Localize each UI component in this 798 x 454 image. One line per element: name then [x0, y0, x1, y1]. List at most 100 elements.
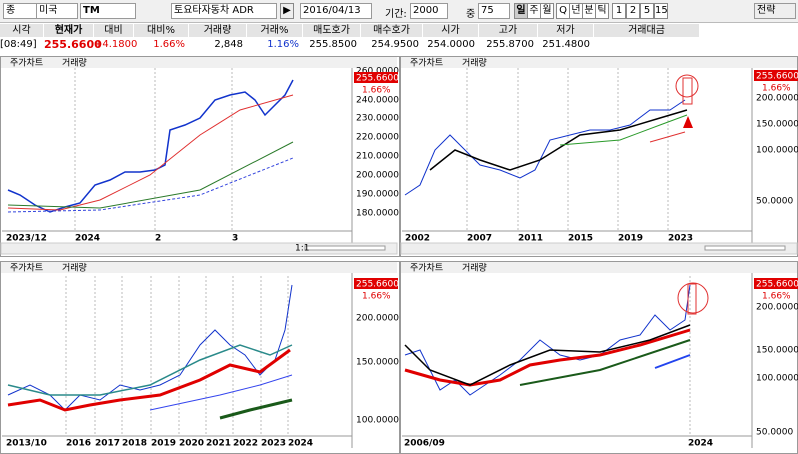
- quote-value: [08:49]: [0, 39, 37, 50]
- x-axis-label: 2: [155, 234, 161, 244]
- y-axis-label: 200.0000: [756, 94, 798, 104]
- period-button[interactable]: 15: [654, 3, 668, 19]
- symbol-input[interactable]: TM: [80, 3, 136, 19]
- y-axis-label: 100.0000: [356, 416, 399, 426]
- x-axis-label: 2018: [122, 439, 147, 449]
- tab-bar: [1, 57, 397, 68]
- period-button[interactable]: Q: [556, 3, 570, 19]
- price-box: [754, 278, 798, 289]
- period-button[interactable]: 틱: [595, 3, 609, 19]
- price-box: [354, 278, 398, 289]
- strategy-button[interactable]: 전략: [754, 3, 796, 19]
- y-axis-label: 150.0000: [756, 120, 798, 130]
- quote-header: 거래량: [189, 24, 247, 37]
- tab-bar: [401, 57, 797, 68]
- x-axis-label: 2024: [288, 439, 313, 449]
- quote-header: 매수호가: [361, 24, 423, 37]
- change-label: 1.66%: [762, 292, 791, 302]
- change-label: 1.66%: [762, 84, 791, 94]
- quote-header: 대비%: [134, 24, 189, 37]
- quote-value: 255.6600: [44, 38, 102, 51]
- y-axis-label: 260.0000: [356, 67, 399, 77]
- quote-header: 시가: [423, 24, 479, 37]
- x-axis-label: 2019: [151, 439, 176, 449]
- scrollbar: [304, 245, 386, 251]
- market-select[interactable]: 미국: [36, 3, 78, 19]
- y-axis-label: 100.0000: [756, 146, 798, 156]
- tab: 주가차트: [10, 262, 43, 274]
- x-axis-label: 2002: [405, 234, 430, 244]
- x-axis-label: 2023: [668, 234, 693, 244]
- y-axis-label: 100.0000: [756, 374, 798, 384]
- x-axis-label: 2007: [467, 234, 492, 244]
- tab-bar: [1, 262, 397, 273]
- x-axis-label: 2023/12: [6, 234, 47, 244]
- quote-header: 저가: [538, 24, 594, 37]
- price-label: 255.6600: [356, 74, 399, 84]
- price-box: [354, 72, 398, 83]
- period-button[interactable]: 5: [640, 3, 654, 19]
- tab: 거래량: [462, 57, 487, 69]
- quote-value: +4.1800: [94, 39, 138, 50]
- quote-header: 거래%: [247, 24, 303, 37]
- x-axis-label: 2016: [66, 439, 91, 449]
- price-box: [754, 70, 798, 81]
- zoom-label: 1:1: [295, 244, 309, 254]
- y-axis-label: 240.0000: [356, 96, 399, 106]
- period-button[interactable]: 2: [626, 3, 640, 19]
- x-axis-label: 3: [232, 234, 238, 244]
- quote-value: 255.8700: [486, 39, 534, 50]
- tab: 주가차트: [10, 57, 43, 69]
- tab: 거래량: [62, 57, 87, 69]
- y-axis-label: 200.0000: [356, 314, 399, 324]
- x-axis-label: 2024: [75, 234, 100, 244]
- y-axis-label: 150.0000: [756, 346, 798, 356]
- quote-value: 251.4800: [542, 39, 590, 50]
- x-axis-label: 2020: [179, 439, 204, 449]
- x-axis-label: 2011: [518, 234, 543, 244]
- mid-input[interactable]: 75: [478, 3, 510, 19]
- x-axis-label: 2006/09: [404, 439, 445, 449]
- y-axis-label: 190.0000: [356, 190, 399, 200]
- scrollbar: [704, 245, 786, 251]
- x-axis-label: 2022: [233, 439, 258, 449]
- y-axis-label: 150.0000: [356, 358, 399, 368]
- x-axis-label: 2013/10: [6, 439, 47, 449]
- y-axis-label: 220.0000: [356, 133, 399, 143]
- price-label: 255.6600: [356, 280, 399, 290]
- period-input[interactable]: 2000: [410, 3, 448, 19]
- change-label: 1.66%: [362, 292, 391, 302]
- quote-header: 매도호가: [303, 24, 361, 37]
- y-axis-label: 50.0000: [756, 197, 793, 207]
- quote-header: 대비: [94, 24, 134, 37]
- x-axis-label: 2015: [568, 234, 593, 244]
- tab: 거래량: [462, 262, 487, 274]
- period-button[interactable]: 1: [612, 3, 626, 19]
- y-axis-label: 210.0000: [356, 152, 399, 162]
- y-axis-label: 180.0000: [356, 209, 399, 219]
- quote-table: 시각 [08:49] 현재가 255.6600 대비 +4.1800 대비% 1.66% 거래량…: [0, 24, 798, 54]
- x-axis-label: 2021: [206, 439, 231, 449]
- y-axis-label: 200.0000: [356, 171, 399, 181]
- toolbar: 종 미국 TM 토요타자동차 ADR ▶ 2016/04/13 기간: 2000…: [0, 0, 798, 23]
- tab: 거래량: [62, 262, 87, 274]
- quote-value: 1.16%: [267, 39, 299, 50]
- chart-toolbar: [400, 242, 798, 255]
- play-button[interactable]: ▶: [280, 3, 294, 19]
- panel-frames: [0, 56, 798, 454]
- quote-value: 255.8500: [309, 39, 357, 50]
- quote-header: 거래대금: [594, 24, 700, 37]
- tab-bar: [401, 262, 797, 273]
- chart-toolbar: [0, 242, 398, 255]
- tab: 주가차트: [410, 262, 443, 274]
- mid-label: 중: [466, 9, 476, 20]
- y-axis-label: 50.0000: [756, 428, 793, 438]
- quote-value: 254.9500: [371, 39, 419, 50]
- change-label: 1.66%: [362, 86, 391, 96]
- price-label: 255.6600: [756, 72, 798, 82]
- period-button[interactable]: 월: [540, 3, 554, 19]
- quote-header: 고가: [479, 24, 538, 37]
- x-axis-label: 2024: [688, 439, 713, 449]
- date-input[interactable]: 2016/04/13: [300, 3, 372, 19]
